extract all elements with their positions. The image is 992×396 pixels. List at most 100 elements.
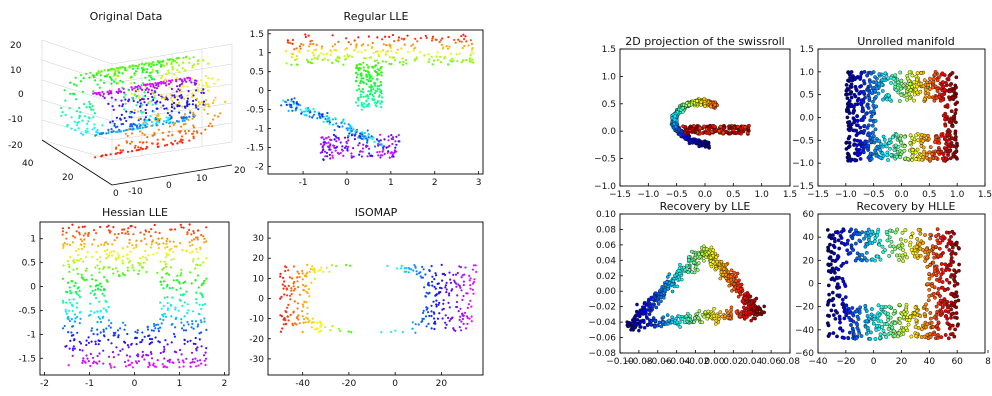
data-point (449, 281, 453, 284)
data-point (447, 301, 450, 304)
data-point (359, 79, 362, 83)
data-point (380, 74, 383, 77)
data-point (161, 64, 165, 67)
data-point (466, 316, 469, 319)
data-point (77, 127, 80, 130)
data-point (159, 351, 162, 355)
data-point (854, 123, 859, 128)
data-point (312, 42, 315, 46)
data-point (126, 134, 129, 137)
data-point (152, 364, 155, 367)
data-point (347, 134, 350, 138)
data-point (364, 57, 367, 60)
data-point (109, 326, 112, 329)
data-point (186, 101, 189, 104)
data-point (430, 55, 433, 59)
data-point (159, 65, 163, 68)
data-point (858, 156, 863, 161)
data-point (364, 49, 367, 52)
data-point (379, 102, 382, 105)
data-point (71, 241, 74, 244)
data-point (71, 349, 75, 352)
data-point (686, 255, 691, 259)
data-point (287, 41, 290, 44)
data-point (64, 113, 67, 116)
data-point (88, 105, 91, 108)
data-point (110, 128, 113, 131)
data-point (217, 115, 220, 118)
data-point (133, 111, 136, 114)
data-point (152, 85, 155, 88)
data-point (178, 111, 181, 114)
data-point (415, 270, 418, 273)
data-point (126, 257, 129, 260)
data-point (441, 317, 444, 320)
data-point (434, 322, 437, 325)
data-point (691, 129, 696, 134)
data-point (213, 114, 216, 117)
data-point (130, 361, 133, 364)
data-point (696, 268, 700, 272)
data-point (100, 243, 103, 246)
data-point (459, 315, 462, 318)
data-point (128, 65, 131, 68)
data-point (190, 282, 193, 285)
data-point (633, 322, 638, 327)
data-point (455, 282, 458, 285)
data-point (165, 242, 168, 245)
data-point (152, 92, 155, 95)
data-point (704, 130, 709, 135)
data-point (406, 50, 410, 54)
data-point (167, 273, 171, 276)
data-point (202, 235, 205, 238)
data-point (155, 87, 159, 90)
data-point (466, 322, 469, 325)
data-point (135, 239, 138, 242)
data-point (433, 278, 436, 281)
data-point (291, 322, 294, 325)
data-point (366, 129, 369, 132)
data-point (431, 35, 435, 38)
data-point (137, 96, 140, 99)
data-point (90, 329, 93, 332)
data-point (861, 150, 866, 155)
data-point (431, 63, 434, 66)
data-point (290, 289, 293, 292)
data-point (349, 124, 352, 127)
data-point (417, 272, 421, 275)
data-point (874, 153, 879, 158)
y-tick-label: 1.5 (602, 45, 616, 55)
y-tick-label: 0.5 (800, 91, 814, 101)
data-point (192, 258, 195, 261)
data-point (365, 99, 368, 102)
data-point (101, 292, 104, 295)
data-point (379, 80, 382, 84)
y-tick-label: 1.5 (800, 45, 814, 55)
data-point (179, 242, 182, 245)
data-point (166, 237, 169, 240)
data-point (124, 324, 127, 327)
data-point (98, 91, 101, 94)
data-point (68, 319, 71, 323)
data-point (177, 64, 181, 67)
data-point (391, 56, 394, 59)
data-point (200, 307, 203, 311)
data-point (319, 329, 323, 332)
data-point (453, 38, 456, 42)
data-point (117, 353, 120, 356)
title-unrolled-manifold: Unrolled manifold (857, 35, 955, 48)
data-point (385, 44, 388, 47)
data-point (187, 118, 190, 121)
data-point (919, 71, 924, 76)
y-tick-label: −0.08 (588, 349, 616, 359)
data-point (147, 354, 150, 357)
data-point (456, 271, 459, 275)
data-point (296, 63, 299, 66)
data-point (154, 231, 157, 234)
data-point (358, 63, 361, 66)
data-point (714, 321, 718, 326)
x-tick-label: −0.5 (666, 190, 688, 200)
data-point (161, 131, 164, 134)
data-point (306, 263, 309, 266)
data-point (132, 67, 135, 70)
